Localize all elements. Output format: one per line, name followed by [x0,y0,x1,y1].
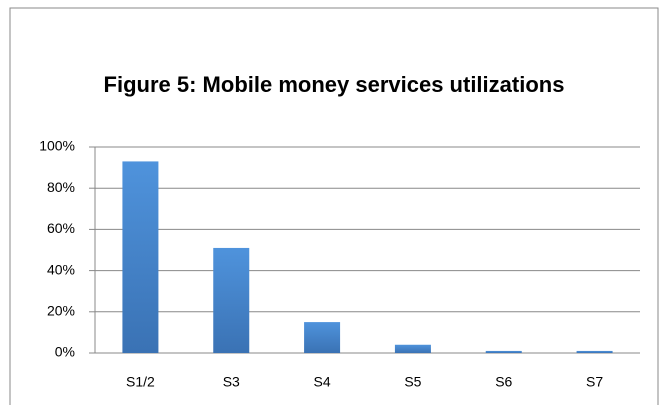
x-tick-label: S7 [586,374,603,390]
y-tick-label: 60% [47,220,75,236]
y-tick-label: 0% [55,344,75,360]
chart-border [9,7,659,405]
x-tick-label: S3 [223,374,240,390]
chart-title: Figure 5: Mobile money services utilizat… [103,72,565,97]
x-tick-label: S5 [404,374,421,390]
y-tick-label: 100% [39,138,75,154]
y-tick-label: 20% [47,303,75,319]
bar [304,322,341,353]
y-tick-label: 80% [47,179,75,195]
bar [576,350,613,353]
x-tick-label: S4 [314,374,331,390]
x-tick-label: S6 [495,374,512,390]
bar [485,350,522,353]
bar [122,161,159,353]
x-tick-label: S1/2 [126,374,155,390]
y-tick-label: 40% [47,261,75,277]
bar [213,247,250,353]
bar [394,344,431,353]
